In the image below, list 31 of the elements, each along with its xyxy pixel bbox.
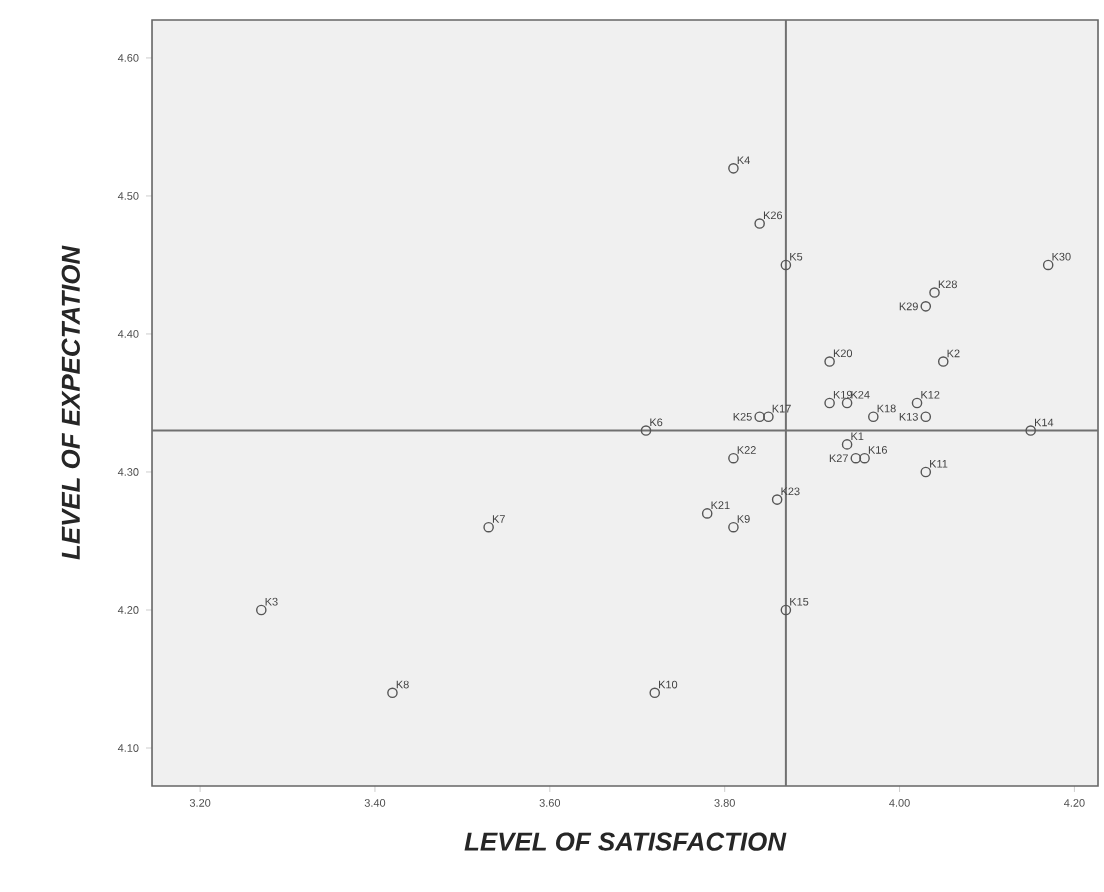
point: [256, 604, 267, 616]
point: [763, 411, 774, 423]
point: [920, 411, 932, 423]
point: [1042, 259, 1054, 271]
point: [937, 356, 949, 367]
point: [859, 452, 870, 464]
point: [649, 687, 661, 699]
point: [780, 259, 792, 271]
point: [929, 287, 940, 298]
point: [701, 508, 713, 519]
point: [1025, 425, 1036, 436]
point: [728, 452, 739, 464]
point: [824, 356, 835, 367]
point: [911, 397, 923, 409]
point: [728, 521, 739, 533]
point: [824, 397, 835, 409]
point: [868, 411, 879, 423]
point: [387, 687, 398, 699]
point: [483, 521, 494, 533]
point: [754, 411, 765, 423]
point: [640, 425, 652, 436]
point: [850, 452, 862, 464]
y-axis-title: LEVEL OF EXPECTATION: [61, 245, 80, 560]
point: [728, 163, 739, 174]
point: [920, 301, 932, 312]
point: [841, 439, 853, 450]
point: [771, 494, 783, 505]
point: [780, 604, 792, 616]
point: [920, 466, 932, 478]
x-axis-title: LEVEL OF SATISFACTION: [464, 832, 787, 851]
point: [754, 218, 765, 229]
